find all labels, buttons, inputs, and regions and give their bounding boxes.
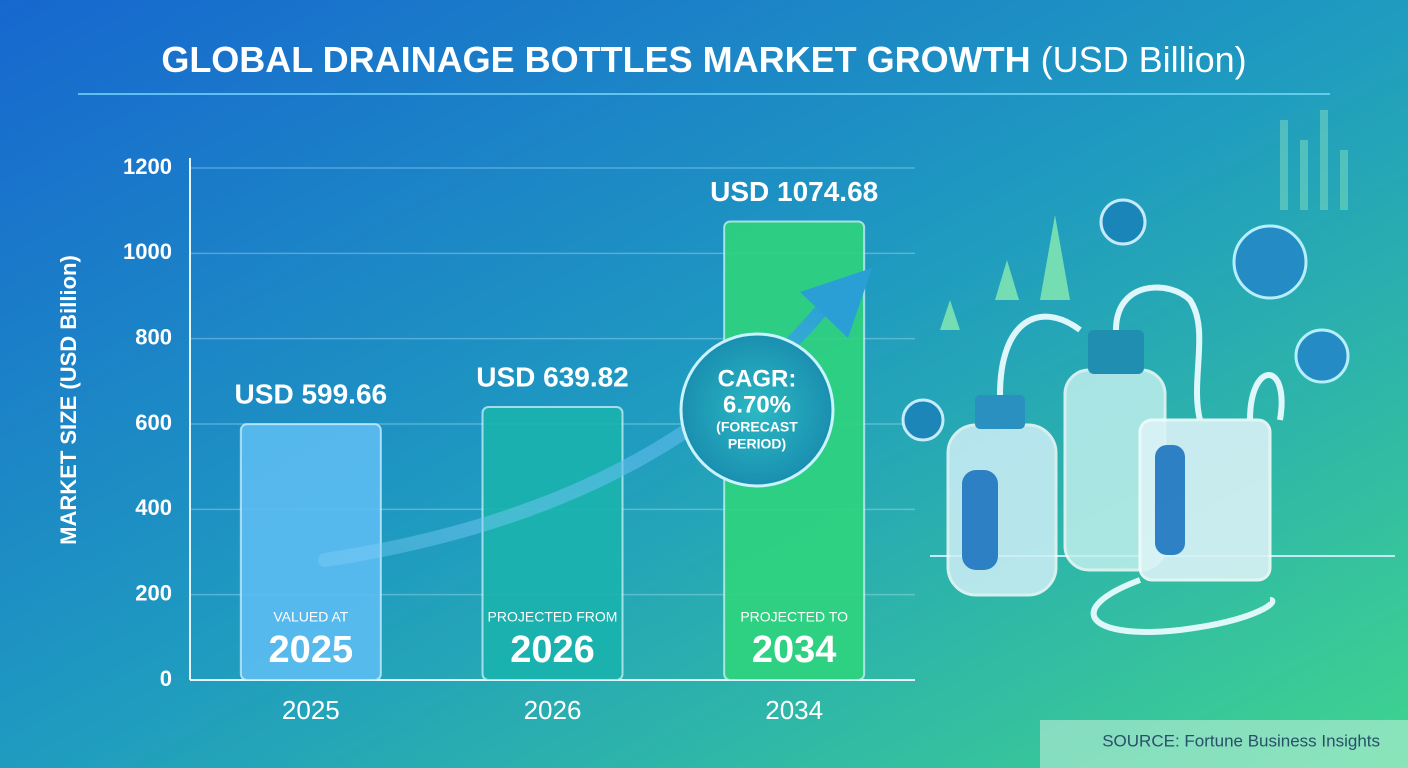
cagr-value: 6.70% [723, 391, 791, 418]
y-tick-label: 800 [135, 324, 172, 349]
y-tick-label: 1000 [123, 239, 172, 264]
y-tick-label: 600 [135, 410, 172, 435]
arrow-head [800, 268, 872, 338]
source: SOURCE: Fortune Business Insights [1102, 731, 1380, 750]
cagr-label: CAGR: [718, 365, 797, 392]
title-unit: (USD Billion) [1041, 39, 1247, 80]
y-tick-label: 200 [135, 580, 172, 605]
bar-note: VALUED AT [273, 609, 348, 625]
y-axis-label: MARKET SIZE (USD Billion) [56, 255, 81, 545]
chart-title: GLOBAL DRAINAGE BOTTLES MARKET GROWTH (U… [161, 39, 1246, 80]
y-tick-label: 0 [160, 666, 172, 691]
source-box [1040, 720, 1408, 768]
y-tick-label: 400 [135, 495, 172, 520]
x-tick-label: 2026 [524, 695, 582, 725]
y-tick-label: 1200 [123, 154, 172, 179]
cagr-note: PERIOD) [728, 436, 786, 452]
illustration [901, 110, 1395, 635]
bar-note: PROJECTED FROM [488, 609, 618, 625]
x-tick-label: 2025 [282, 695, 340, 725]
bar-year: 2025 [269, 629, 354, 671]
x-tick-label: 2034 [765, 695, 823, 725]
bar [481, 406, 624, 681]
value-label: USD 639.82 [476, 361, 629, 392]
bar-year: 2034 [752, 629, 837, 671]
bar-note: PROJECTED TO [740, 609, 848, 625]
cagr-note: (FORECAST [716, 419, 798, 435]
cagr-circle [679, 332, 835, 488]
plot-area: 0 200 400 600 800 1000 1200 2025 USD 599.66 VALUE… [123, 154, 915, 725]
value-label: USD 1074.68 [710, 176, 878, 207]
value-label: USD 599.66 [235, 379, 388, 410]
title-main: GLOBAL DRAINAGE BOTTLES MARKET GROWTH [161, 39, 1030, 80]
bar-year: 2026 [510, 629, 595, 671]
